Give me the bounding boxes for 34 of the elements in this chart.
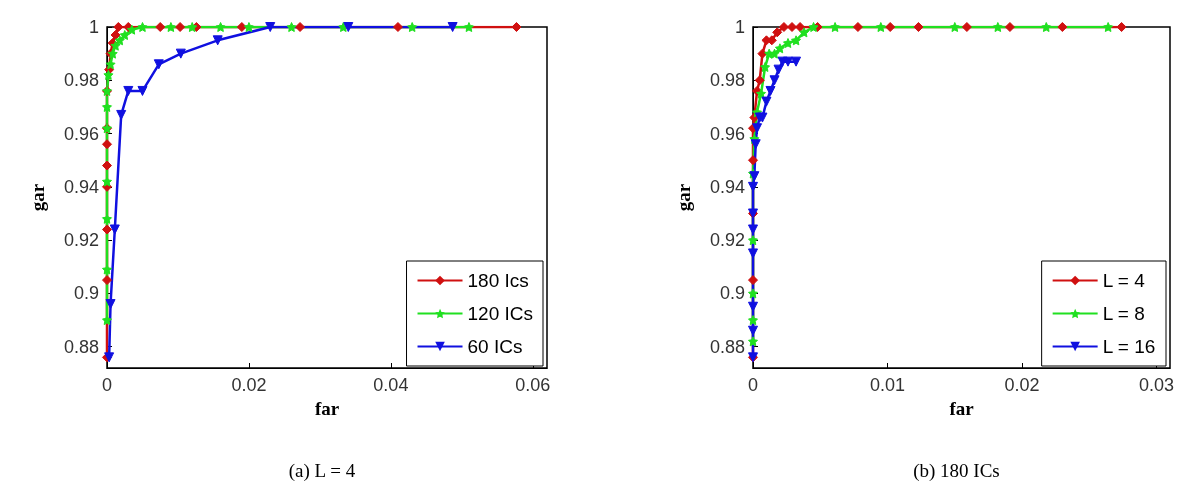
y-tick-label: 0.98 <box>63 70 99 91</box>
x-tick-label: 0 <box>101 375 113 395</box>
x-tick-label: 0.03 <box>1139 375 1175 395</box>
y-tick-label: 0.88 <box>63 336 99 357</box>
legend-label: 60 ICs <box>467 336 523 357</box>
x-tick-label: 0.02 <box>1004 375 1040 395</box>
y-tick-label: 0.92 <box>63 230 99 251</box>
y-tick-label: 0.94 <box>63 176 99 197</box>
y-tick-label: 0.96 <box>63 123 99 144</box>
y-tick-label: 0.96 <box>709 123 745 144</box>
x-tick-label: 0.04 <box>373 375 409 395</box>
y-tick-label: 1 <box>88 17 99 37</box>
legend-label: L = 4 <box>1102 270 1146 291</box>
text: (b) 180 ICs <box>913 460 1000 482</box>
x-tick-label: 0.02 <box>231 375 267 395</box>
text: (a) L = 4 <box>288 460 356 482</box>
x-axis-title: far <box>314 397 340 419</box>
legend-label: 120 ICs <box>467 303 533 324</box>
legend-label: L = 16 <box>1102 336 1156 357</box>
y-tick-label: 0.9 <box>73 283 99 304</box>
y-tick-label: 0.88 <box>709 336 745 357</box>
y-tick-label: 1 <box>734 17 745 37</box>
x-tick-label: 0 <box>747 375 759 395</box>
x-axis-title: far <box>949 397 975 419</box>
y-tick-label: 0.94 <box>709 176 745 197</box>
y-axis-title: gar <box>27 183 48 212</box>
x-tick-label: 0.01 <box>869 375 906 395</box>
legend-label: L = 8 <box>1102 303 1145 324</box>
y-axis-title: gar <box>673 183 694 212</box>
y-tick-label: 0.92 <box>709 230 745 251</box>
y-tick-label: 0.98 <box>709 70 745 91</box>
y-tick-label: 0.9 <box>719 283 745 304</box>
legend-label: 180 Ics <box>467 270 529 291</box>
x-tick-label: 0.06 <box>515 375 551 395</box>
